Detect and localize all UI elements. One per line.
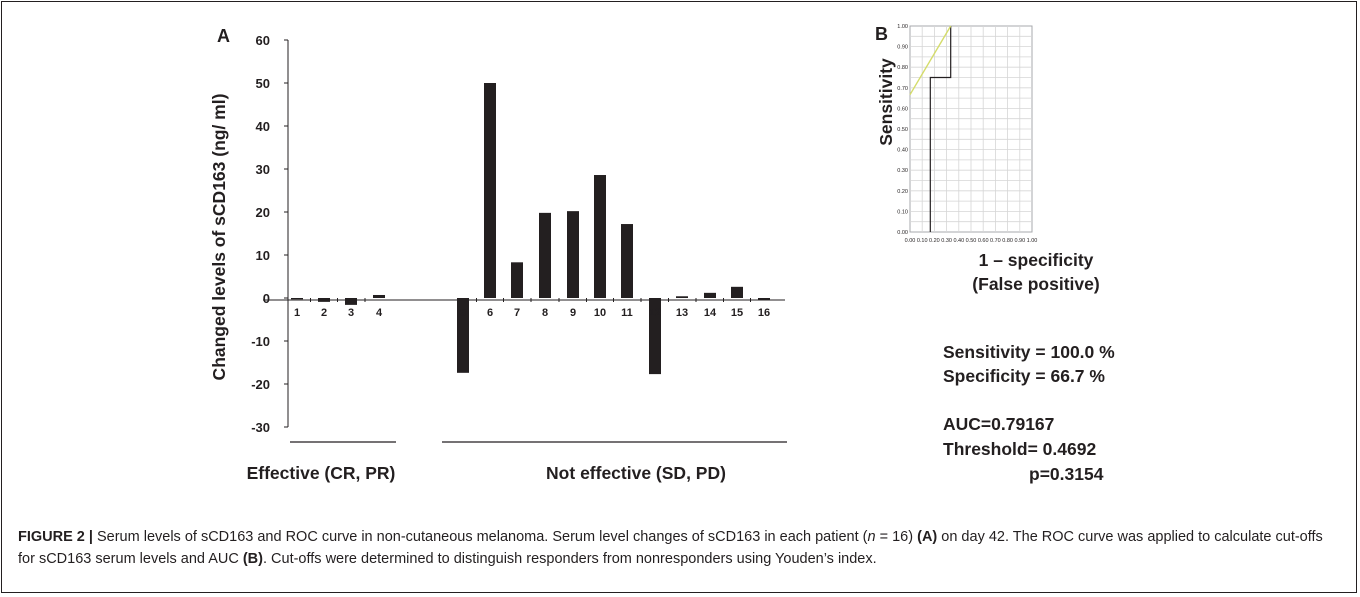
category-label-16: 16 (758, 307, 770, 319)
caption-text-2: = 16) (875, 529, 918, 545)
bar-6 (484, 83, 496, 298)
y-tick-label: 40 (256, 119, 270, 134)
panel-b-roc-chart: B 1.000.900.800.700.600.500.400.300.200.… (875, 24, 1115, 484)
roc-y-tick-label: 0.90 (897, 45, 908, 51)
category-label-1: 1 (294, 307, 300, 319)
specificity-stat: Specificity = 66.7 % (943, 366, 1105, 386)
figure-caption: FIGURE 2 | Serum levels of sCD163 and RO… (18, 526, 1340, 570)
bar-15 (731, 286, 743, 298)
y-tick-label: 10 (256, 248, 270, 263)
roc-x-tick-label: 0.30 (941, 238, 952, 244)
panel-a-y-axis-title: Changed levels of sCD163 (ng/ ml) (209, 94, 229, 381)
caption-ref-b: (B) (242, 551, 263, 567)
bar-7 (511, 262, 523, 298)
roc-x-tick-label: 0.40 (953, 238, 964, 244)
bar-9 (567, 211, 579, 298)
roc-y-tick-label: 0.80 (897, 65, 908, 71)
effective-group-label: Effective (CR, PR) (247, 463, 396, 483)
bar-4 (373, 294, 385, 298)
roc-y-tick-label: 0.20 (897, 189, 908, 195)
sensitivity-stat: Sensitivity = 100.0 % (943, 342, 1115, 362)
bar-5 (457, 298, 469, 373)
roc-x-tick-label: 0.70 (990, 238, 1001, 244)
y-tick-label: 0 (263, 291, 270, 306)
roc-series (909, 25, 952, 232)
caption-text-3: on day 42. The ROC curve was applied to … (18, 529, 1323, 567)
roc-y-tick-label: 0.70 (897, 86, 908, 92)
roc-x-tick-label: 0.20 (929, 238, 940, 244)
panel-b-label: B (875, 24, 888, 44)
y-tick-label: 60 (256, 33, 270, 48)
category-label-6: 6 (487, 307, 493, 319)
roc-curve-line (929, 26, 952, 232)
roc-y-tick-label: 0.40 (897, 148, 908, 154)
caption-text-4: . Cut-offs were determined to distinguis… (262, 551, 877, 567)
caption-figure-label: FIGURE 2 | (18, 529, 93, 545)
p-value-stat: p=0.3154 (1029, 464, 1104, 484)
bar-12 (649, 298, 661, 375)
category-label-13: 13 (676, 307, 688, 319)
not-effective-group-label: Not effective (SD, PD) (546, 463, 726, 483)
roc-x-tick-label: 0.00 (905, 238, 916, 244)
auc-stat: AUC=0.79167 (943, 414, 1054, 434)
bar-3 (345, 298, 357, 305)
y-tick-label: -20 (251, 377, 270, 392)
roc-x-axis-title-line1: 1 – specificity (979, 250, 1094, 270)
panel-a-label: A (217, 26, 230, 46)
category-label-3: 3 (348, 307, 354, 319)
y-tick-label: 30 (256, 162, 270, 177)
roc-y-tick-label: 1.00 (897, 24, 908, 30)
category-label-9: 9 (570, 307, 576, 319)
roc-tick-labels: 1.000.900.800.700.600.500.400.300.200.10… (897, 24, 1037, 244)
category-label-7: 7 (514, 307, 520, 319)
category-label-5: 5 (460, 307, 466, 319)
category-label-2: 2 (321, 307, 327, 319)
category-label-11: 11 (621, 307, 633, 319)
bar-1 (291, 298, 303, 300)
bar-14 (704, 292, 716, 298)
roc-y-tick-label: 0.50 (897, 127, 908, 133)
roc-grid (910, 26, 1032, 232)
panel-a-category-labels: 1 2 3 4 5 6 7 8 9 10 11 12 13 14 15 16 (294, 307, 770, 319)
bar-8 (539, 212, 551, 298)
roc-y-tick-label: 0.30 (897, 168, 908, 174)
roc-y-tick-label: 0.60 (897, 106, 908, 112)
category-label-14: 14 (704, 307, 717, 319)
panel-a-bar-chart: A Changed levels of sCD163 (ng/ ml) 6050… (209, 26, 787, 483)
roc-y-axis-title: Sensitivity (876, 58, 896, 146)
roc-x-tick-label: 0.10 (917, 238, 928, 244)
category-label-15: 15 (731, 307, 743, 319)
roc-reference-line (909, 25, 952, 96)
caption-text-1: Serum levels of sCD163 and ROC curve in … (92, 529, 868, 545)
bar-16 (758, 298, 770, 300)
bar-13 (676, 296, 688, 298)
y-tick-label: -10 (251, 334, 270, 349)
roc-x-axis-title-line2: (False positive) (972, 274, 1099, 294)
category-label-10: 10 (594, 307, 606, 319)
y-tick-label: 20 (256, 205, 270, 220)
y-tick-label: -30 (251, 420, 270, 435)
y-tick-label: 50 (256, 76, 270, 91)
caption-n-symbol: n (867, 529, 876, 545)
category-label-12: 12 (649, 307, 661, 319)
roc-x-tick-label: 0.60 (978, 238, 989, 244)
roc-y-tick-label: 0.10 (897, 209, 908, 215)
threshold-stat: Threshold= 0.4692 (943, 439, 1096, 459)
roc-y-tick-label: 0.00 (897, 230, 908, 236)
panel-a-y-axis: 60 50 40 30 20 10 0 -10 -20 -30 (251, 33, 289, 435)
bar-10 (594, 175, 606, 298)
caption-ref-a: (A) (917, 529, 938, 545)
roc-x-tick-label: 0.50 (966, 238, 977, 244)
figure-panels: A Changed levels of sCD163 (ng/ ml) 6050… (209, 24, 1115, 484)
panel-a-bars (291, 83, 770, 375)
roc-x-tick-label: 0.80 (1002, 238, 1013, 244)
category-label-4: 4 (376, 307, 383, 319)
category-label-8: 8 (542, 307, 548, 319)
bar-11 (621, 224, 633, 298)
roc-x-tick-label: 0.90 (1014, 238, 1025, 244)
roc-x-tick-label: 1.00 (1027, 238, 1038, 244)
